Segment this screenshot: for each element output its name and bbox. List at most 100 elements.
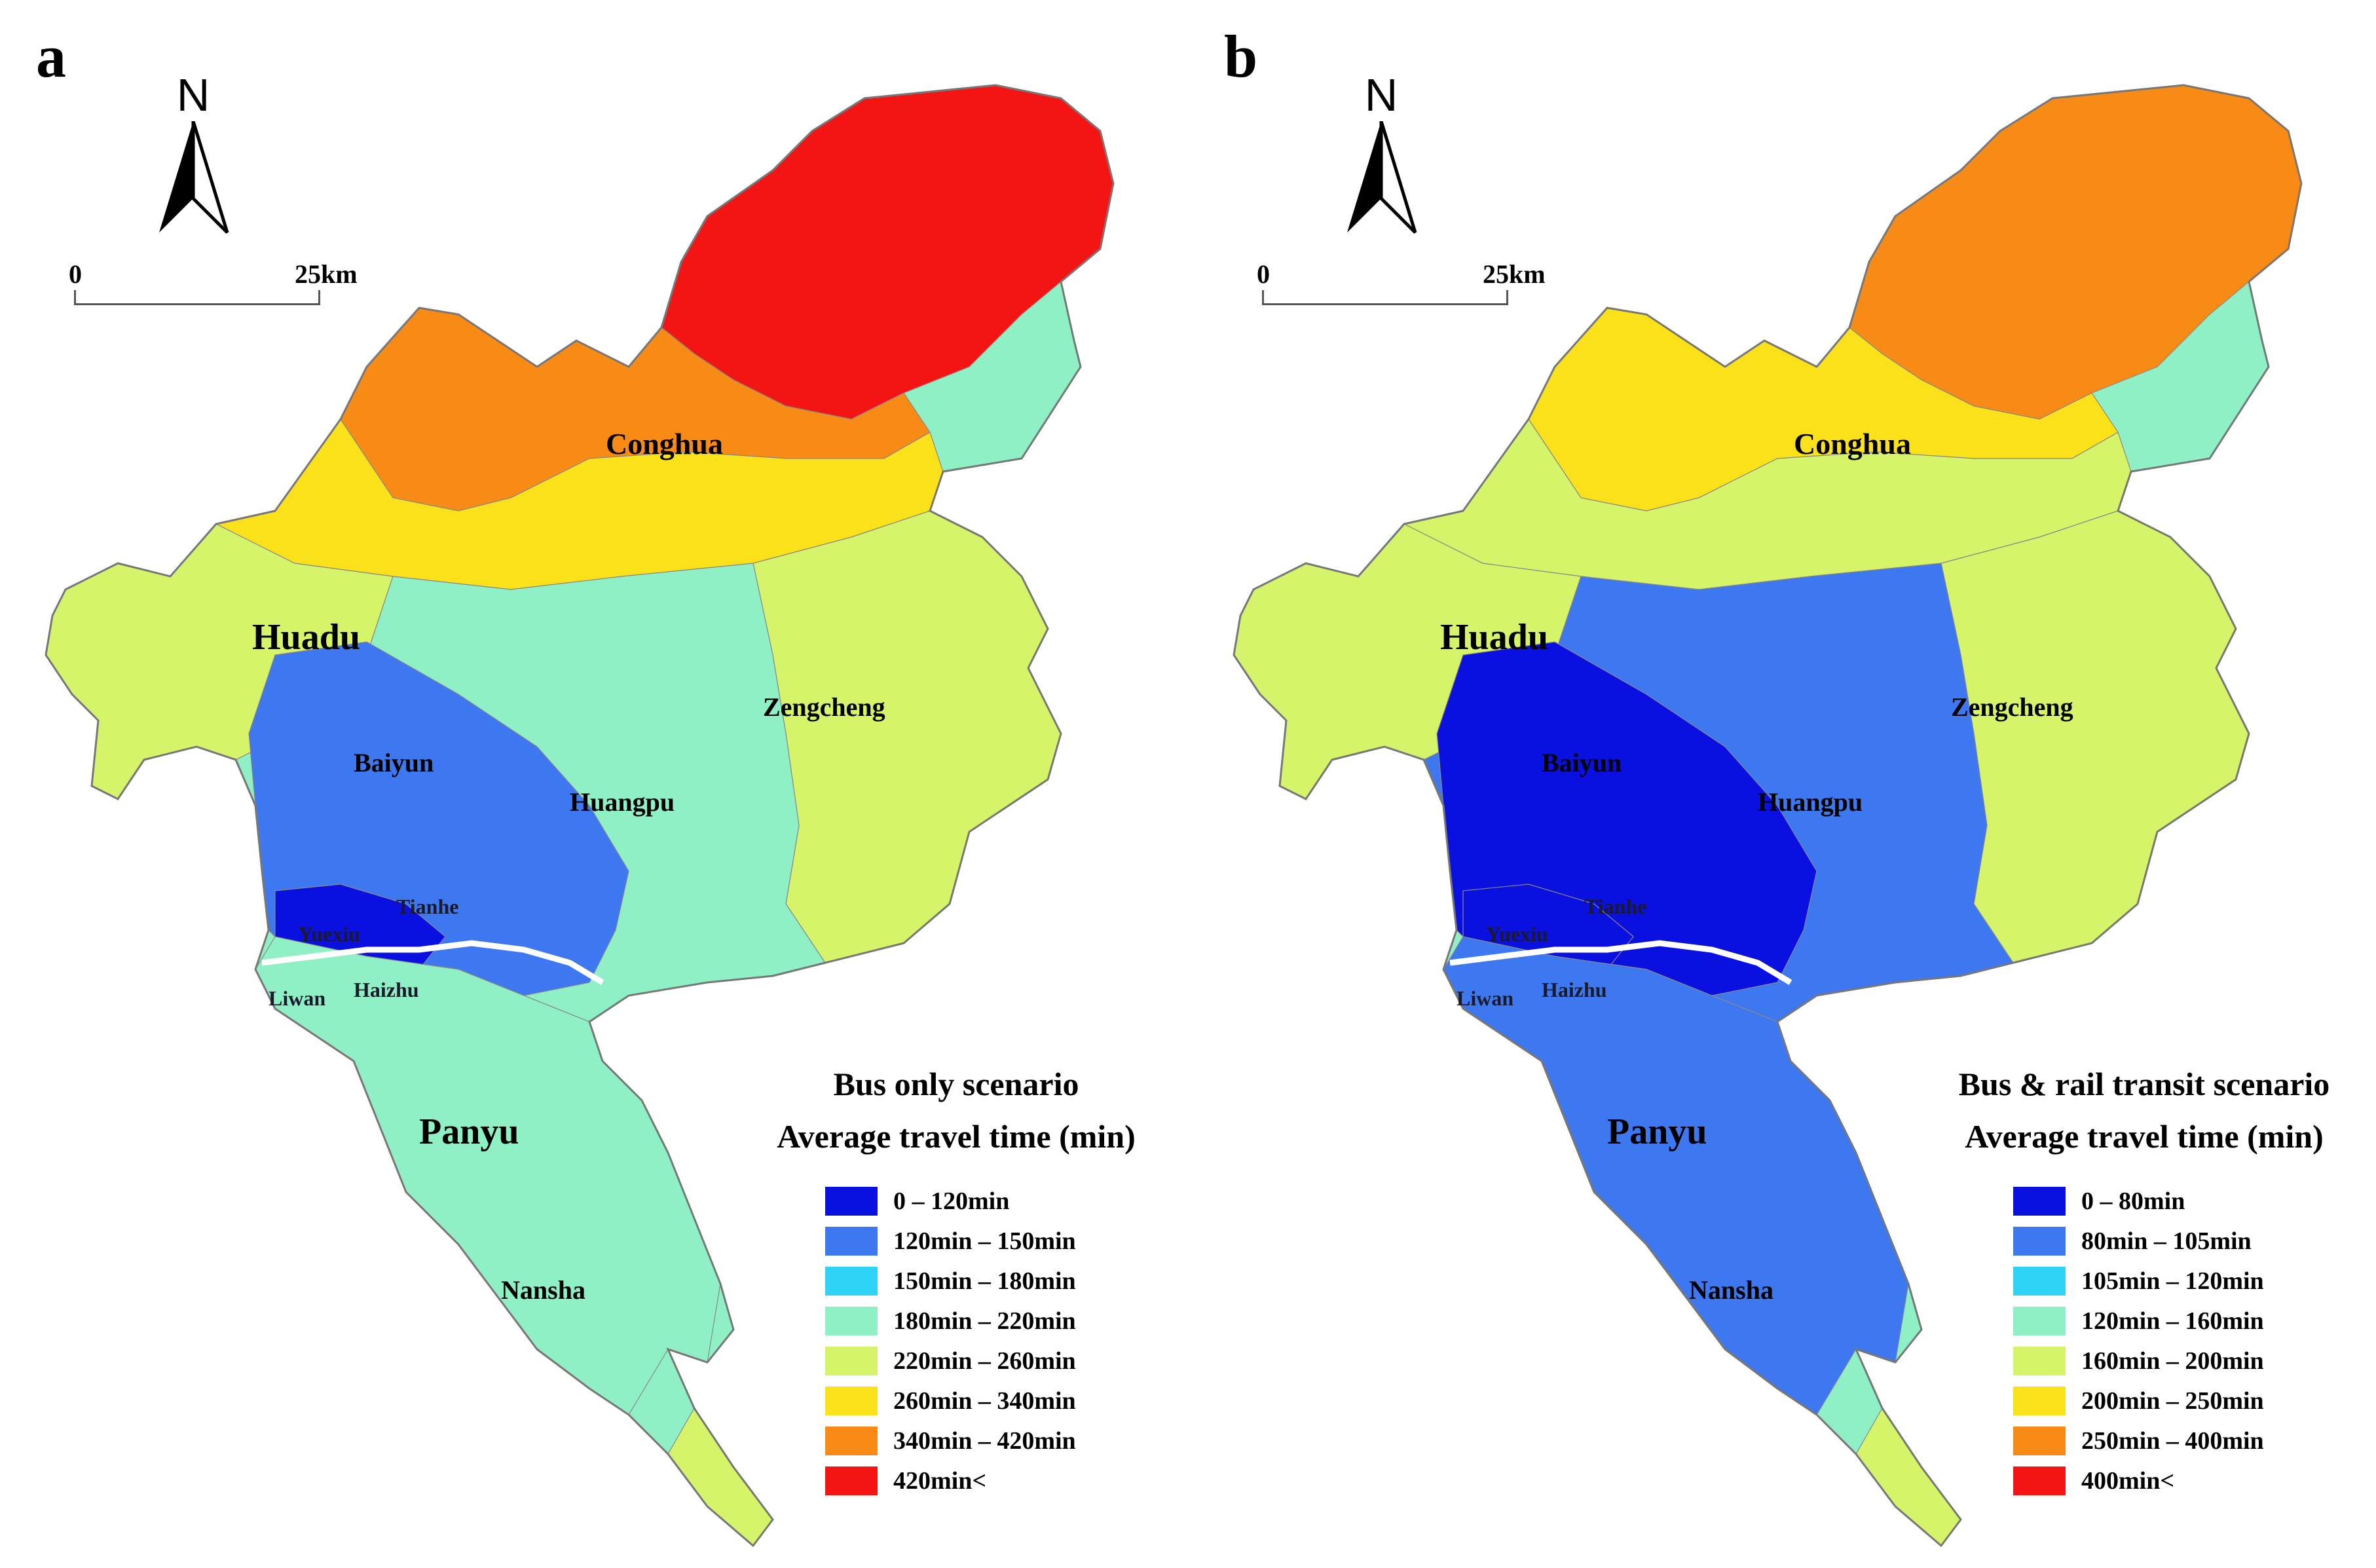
place-label-haizhu: Haizhu: [354, 978, 419, 1001]
place-label-huangpu: Huangpu: [1758, 787, 1863, 817]
panel-letter: a: [36, 23, 66, 90]
legend-label: 400min<: [2081, 1466, 2174, 1495]
legend-subtitle: Average travel time (min): [777, 1118, 1136, 1155]
legend-item: 200min – 250min: [2013, 1381, 2360, 1421]
scale-zero-label: 0: [1257, 259, 1270, 289]
choropleth-map: [1233, 84, 2303, 1548]
north-label: N: [1364, 69, 1398, 121]
legend: Bus & rail transit scenario Average trav…: [1928, 1058, 2360, 1501]
legend-item: 400min<: [2013, 1461, 2360, 1501]
region-east: [752, 510, 1062, 963]
map-panel-a: a N 0 25km Conghua Huadu Zengcheng Baiyun Hu…: [36, 23, 1172, 1548]
place-label-yuexiu: Yuexiu: [298, 922, 360, 946]
legend-item: 260min – 340min: [825, 1381, 1172, 1421]
place-label-huadu: Huadu: [1440, 617, 1548, 658]
legend-label: 80min – 105min: [2081, 1227, 2252, 1255]
legend-swatch: [2013, 1306, 2066, 1335]
scale-line: [1262, 290, 1508, 305]
place-label-huadu: Huadu: [252, 617, 360, 658]
legend-items: 0 – 120min 120min – 150min 150min – 180min…: [825, 1181, 1172, 1501]
legend-swatch: [825, 1466, 878, 1495]
north-label: N: [176, 69, 210, 121]
legend-item: 105min – 120min: [2013, 1261, 2360, 1301]
legend-label: 250min – 400min: [2081, 1427, 2264, 1455]
place-label-tianhe: Tianhe: [396, 895, 459, 918]
map-panel-b: b N 0 25km Conghua Huadu Zengcheng Baiyun Hu…: [1188, 0, 2376, 1568]
scale-zero-label: 0: [69, 259, 82, 289]
place-label-nansha: Nansha: [501, 1275, 585, 1305]
choropleth-map: [45, 84, 1115, 1548]
region-east: [1940, 510, 2250, 963]
north-arrow: N: [1342, 72, 1420, 242]
legend-swatch: [2013, 1186, 2066, 1216]
legend-label: 180min – 220min: [893, 1307, 1076, 1335]
legend-swatch: [2013, 1386, 2066, 1415]
place-label-nansha: Nansha: [1689, 1275, 1773, 1305]
place-label-conghua: Conghua: [606, 427, 723, 460]
legend-item: 180min – 220min: [825, 1301, 1172, 1341]
place-label-haizhu: Haizhu: [1542, 978, 1607, 1001]
scale-bar: 0 25km: [1257, 259, 1546, 311]
map-outline: [1233, 84, 2303, 1548]
legend-scenario-title: Bus & rail transit scenario: [1958, 1066, 2330, 1102]
legend-swatch: [2013, 1426, 2066, 1455]
legend-item: 0 – 120min: [825, 1181, 1172, 1221]
legend-swatch: [2013, 1226, 2066, 1256]
place-label-tianhe: Tianhe: [1584, 895, 1647, 918]
legend-label: 0 – 80min: [2081, 1187, 2185, 1215]
legend-label: 340min – 420min: [893, 1427, 1076, 1455]
scale-max-label: 25km: [1483, 259, 1546, 289]
legend-label: 420min<: [893, 1466, 986, 1495]
legend-label: 120min – 150min: [893, 1227, 1076, 1255]
north-arrow: N: [154, 72, 232, 242]
legend-items: 0 – 80min 80min – 105min 105min – 120min 12…: [2013, 1181, 2360, 1501]
legend-swatch: [825, 1186, 878, 1216]
panel-letter: b: [1224, 23, 1258, 90]
legend-scenario-title: Bus only scenario: [833, 1066, 1079, 1102]
place-label-conghua: Conghua: [1794, 427, 1911, 460]
map-outline: [45, 84, 1115, 1548]
legend-label: 200min – 250min: [2081, 1387, 2264, 1415]
legend-item: 250min – 400min: [2013, 1421, 2360, 1461]
legend-swatch: [825, 1306, 878, 1335]
legend-item: 120min – 150min: [825, 1221, 1172, 1261]
place-label-panyu: Panyu: [1607, 1111, 1707, 1152]
legend-item: 420min<: [825, 1461, 1172, 1501]
legend-label: 105min – 120min: [2081, 1267, 2264, 1295]
place-label-liwan: Liwan: [1457, 986, 1514, 1010]
legend-label: 0 – 120min: [893, 1187, 1010, 1215]
legend-swatch: [2013, 1346, 2066, 1375]
legend-item: 150min – 180min: [825, 1261, 1172, 1301]
legend-item: 120min – 160min: [2013, 1301, 2360, 1341]
place-label-baiyun: Baiyun: [354, 748, 434, 777]
place-label-baiyun: Baiyun: [1542, 748, 1622, 777]
legend-item: 80min – 105min: [2013, 1221, 2360, 1261]
place-label-yuexiu: Yuexiu: [1486, 922, 1548, 946]
legend-label: 220min – 260min: [893, 1347, 1076, 1375]
scale-line: [74, 290, 320, 305]
scale-bar: 0 25km: [69, 259, 358, 311]
legend-swatch: [2013, 1466, 2066, 1495]
legend-swatch: [825, 1386, 878, 1415]
north-arrow-icon: [159, 121, 229, 234]
legend-swatch: [825, 1226, 878, 1256]
north-arrow-icon: [1347, 121, 1417, 234]
legend-swatch: [2013, 1266, 2066, 1296]
place-label-liwan: Liwan: [269, 986, 326, 1010]
legend-item: 160min – 200min: [2013, 1341, 2360, 1381]
pearl-river: [1449, 940, 1792, 985]
legend-label: 260min – 340min: [893, 1387, 1076, 1415]
place-label-huangpu: Huangpu: [570, 787, 675, 817]
legend-item: 220min – 260min: [825, 1341, 1172, 1381]
legend-swatch: [825, 1266, 878, 1296]
legend-item: 340min – 420min: [825, 1421, 1172, 1461]
legend-subtitle: Average travel time (min): [1965, 1118, 2324, 1155]
legend-swatch: [825, 1426, 878, 1455]
legend: Bus only scenario Average travel time (m…: [740, 1058, 1172, 1501]
legend-label: 150min – 180min: [893, 1267, 1076, 1295]
place-label-zengcheng: Zengcheng: [1951, 692, 2073, 722]
scale-max-label: 25km: [295, 259, 358, 289]
legend-label: 160min – 200min: [2081, 1347, 2264, 1375]
legend-label: 120min – 160min: [2081, 1307, 2264, 1335]
legend-item: 0 – 80min: [2013, 1181, 2360, 1221]
